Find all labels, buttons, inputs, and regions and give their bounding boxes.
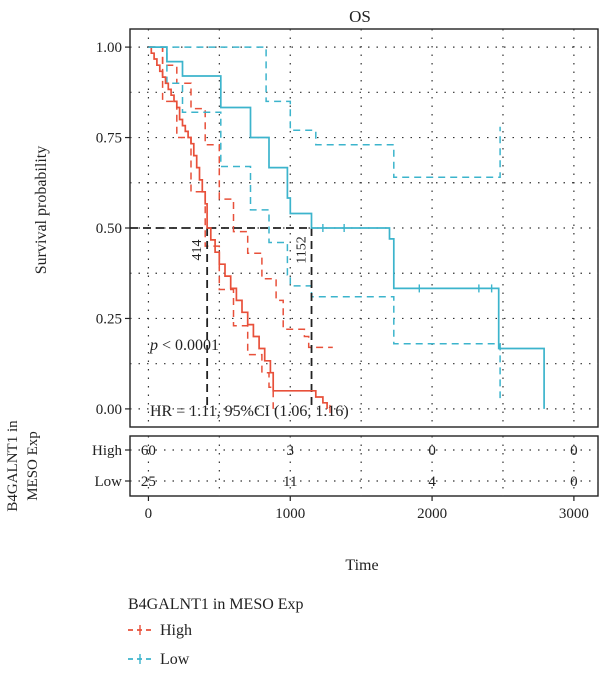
hazard-ratio-annotation: HR = 1.11, 95%CI (1.06, 1.16) <box>150 403 349 420</box>
risk-count-high-1: 3 <box>287 443 295 459</box>
risk-table-ylabel-line1: B4GALNT1 in <box>5 420 21 512</box>
x-tick-label-1: 1000 <box>275 506 305 522</box>
risk-row-label-high: High <box>92 443 123 459</box>
risk-count-low-3: 0 <box>570 474 578 490</box>
p-value-text: < 0.0001 <box>158 337 219 354</box>
risk-count-low-0: 25 <box>141 474 156 490</box>
y-axis-label: Survival probability <box>33 146 50 274</box>
risk-row-label-low: Low <box>95 474 123 490</box>
y-axis-ticks: 0.00 0.25 0.50 0.75 1.00 <box>96 40 130 418</box>
x-axis-ticks: 0 1000 2000 3000 <box>145 496 589 522</box>
x-tick-label-0: 0 <box>145 506 153 522</box>
legend: High Low <box>128 622 192 668</box>
x-axis-label: Time <box>345 557 378 574</box>
legend-label-low: Low <box>160 651 190 668</box>
ci-lower-low <box>148 46 501 399</box>
x-tick-label-2: 2000 <box>417 506 447 522</box>
y-tick-label-2: 0.50 <box>96 221 122 237</box>
risk-table-ylabel-line2: MESO Exp <box>25 431 41 501</box>
risk-count-low-2: 4 <box>428 474 436 490</box>
x-tick-label-3: 3000 <box>559 506 589 522</box>
y-tick-label-4: 1.00 <box>96 40 122 56</box>
ci-upper-high <box>148 46 333 349</box>
legend-label-high: High <box>160 622 192 639</box>
median-label-0: 414 <box>190 240 205 261</box>
confidence-intervals <box>148 46 501 409</box>
risk-table-grid <box>147 436 575 496</box>
ci-lower-high <box>148 46 274 409</box>
p-value-symbol: p <box>149 337 158 354</box>
chart-title: OS <box>349 7 371 26</box>
median-label-1: 1152 <box>295 236 310 263</box>
ci-upper-low <box>148 46 501 179</box>
risk-count-high-2: 0 <box>428 443 436 459</box>
risk-count-low-1: 11 <box>283 474 297 490</box>
p-value-annotation: p < 0.0001 <box>149 337 219 354</box>
risk-count-high-3: 0 <box>570 443 578 459</box>
y-tick-label-3: 0.75 <box>96 131 122 147</box>
risk-count-high-0: 60 <box>141 443 156 459</box>
legend-title: B4GALNT1 in MESO Exp <box>128 596 304 613</box>
y-tick-label-0: 0.00 <box>96 402 122 418</box>
survival-curve-high <box>148 46 328 409</box>
survival-curves <box>148 46 545 413</box>
median-lines: 414 1152 <box>130 227 313 409</box>
survival-curve-low <box>148 46 545 409</box>
y-tick-label-1: 0.25 <box>96 311 122 327</box>
risk-table-frame <box>129 435 599 497</box>
